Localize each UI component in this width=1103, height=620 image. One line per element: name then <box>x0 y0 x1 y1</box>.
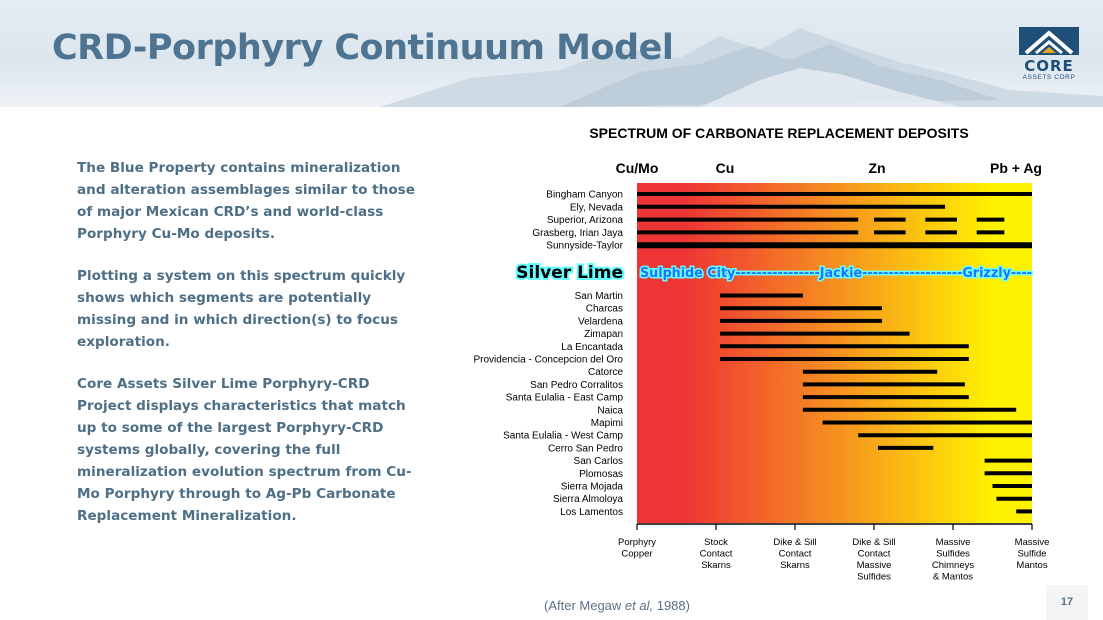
crd-label-0: San Martin <box>575 291 623 302</box>
crd-label-6: Catorce <box>588 367 623 378</box>
body-text: The Blue Property contains mineralizatio… <box>77 157 427 547</box>
page-number-badge: 17 <box>1046 585 1088 620</box>
porphyry-label-4: Sunnyside-Taylor <box>546 241 623 252</box>
crd-label-7: San Pedro Corralitos <box>530 380 623 391</box>
citation-suffix: 1988) <box>653 598 690 613</box>
crd-label-15: Sierra Mojada <box>561 482 624 493</box>
citation-italic: et al, <box>624 598 654 613</box>
mountain-background <box>380 28 1103 107</box>
slide-title: CRD-Porphyry Continuum Model <box>52 28 674 68</box>
logo-subtitle: ASSETS CORP <box>1022 74 1076 81</box>
chart-title: SPECTRUM OF CARBONATE REPLACEMENT DEPOSI… <box>589 125 968 141</box>
porphyry-label-1: Ely, Nevada <box>570 202 624 213</box>
crd-label-10: Mapimi <box>591 418 623 429</box>
paragraph-1: The Blue Property contains mineralizatio… <box>77 160 415 242</box>
paragraph-3: Core Assets Silver Lime Porphyry-CRD Pro… <box>77 376 412 524</box>
crd-label-12: Cerro San Pedro <box>548 443 623 454</box>
porphyry-label-3: Grasberg, Irian Jaya <box>532 228 623 239</box>
top-label-3: Pb + Ag <box>990 160 1042 176</box>
citation: (After Megaw et al, 1988) <box>544 598 690 613</box>
crd-label-3: Zimapan <box>584 329 623 340</box>
crd-label-13: San Carlos <box>574 456 623 467</box>
x-tick-label-0: Porphyry Copper <box>618 537 656 560</box>
crd-label-8: Santa Eulalia - East Camp <box>506 393 624 404</box>
x-tick-label-3: Dike & Sill Contact Massive Sulfides <box>852 537 895 583</box>
spectrum-gradient <box>637 183 1032 523</box>
crd-label-14: Plomosas <box>579 469 623 480</box>
header-banner <box>0 0 1103 107</box>
crd-label-11: Santa Eulalia - West Camp <box>503 431 623 442</box>
crd-label-2: Velardena <box>578 316 623 327</box>
page-number: 17 <box>1060 596 1074 608</box>
porphyry-label-2: Superior, Arizona <box>547 215 624 226</box>
top-label-1: Cu <box>716 160 735 176</box>
crd-label-9: Naica <box>597 405 623 416</box>
x-tick-label-2: Dike & Sill Contact Skarns <box>773 537 816 571</box>
porphyry-label-0: Bingham Canyon <box>546 190 623 201</box>
x-tick-label-1: Stock Contact Skarns <box>700 537 733 571</box>
crd-label-4: La Encantada <box>561 342 623 353</box>
highlight-segments-line: Sulphide City----------------Jackie-----… <box>640 266 1032 281</box>
core-logo-icon <box>1019 27 1079 55</box>
logo-word: CORE <box>1024 57 1074 75</box>
top-label-0: Cu/Mo <box>616 160 659 176</box>
crd-label-1: Charcas <box>586 304 623 315</box>
crd-label-17: Los Lamentos <box>560 507 623 518</box>
crd-spectrum-chart: SPECTRUM OF CARBONATE REPLACEMENT DEPOSI… <box>473 125 1050 583</box>
top-label-2: Zn <box>868 160 885 176</box>
crd-label-5: Providencia - Concepcion del Oro <box>473 355 623 366</box>
highlight-project-name: Silver Lime <box>516 263 623 283</box>
paragraph-2: Plotting a system on this spectrum quick… <box>77 268 406 350</box>
citation-prefix: (After Megaw <box>544 598 625 613</box>
x-tick-label-4: Massive Sulfides Chimneys & Mantos <box>932 537 974 583</box>
x-tick-label-5: Massive Sulfide Mantos <box>1015 537 1050 571</box>
crd-label-16: Sierra Almoloya <box>553 494 623 505</box>
